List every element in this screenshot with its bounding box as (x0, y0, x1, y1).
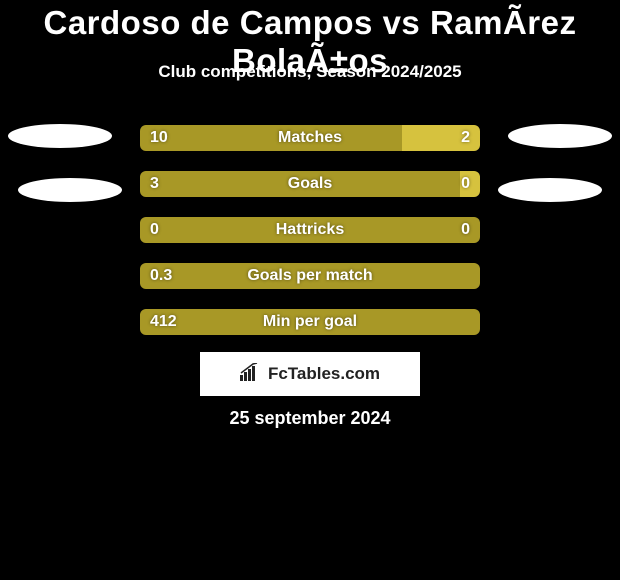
bar-segment-left (140, 309, 480, 335)
brand-text: FcTables.com (268, 364, 380, 384)
date-line: 25 september 2024 (0, 408, 620, 429)
bar-segment-right (402, 125, 480, 151)
bar-row: Min per goal412 (140, 309, 480, 335)
player-right-avatar-2 (498, 178, 602, 202)
brand-badge: FcTables.com (200, 352, 420, 396)
bar-segment-left (140, 171, 460, 197)
comparison-canvas: Cardoso de Campos vs RamÃ­rez BolaÃ±os C… (0, 0, 620, 580)
bar-row: Hattricks00 (140, 217, 480, 243)
bar-row: Matches102 (140, 125, 480, 151)
player-right-avatar-1 (508, 124, 612, 148)
brand-chart-icon (240, 363, 262, 386)
bar-segment-right (460, 171, 480, 197)
bar-segment-left (140, 217, 480, 243)
comparison-bars: Matches102 Goals30 Hattricks00 Goals per ma… (140, 125, 480, 355)
bar-segment-left (140, 263, 480, 289)
page-subtitle: Club competitions, Season 2024/2025 (0, 62, 620, 82)
player-left-avatar-1 (8, 124, 112, 148)
bar-row: Goals per match0.3 (140, 263, 480, 289)
player-left-avatar-2 (18, 178, 122, 202)
bar-row: Goals30 (140, 171, 480, 197)
bar-segment-left (140, 125, 402, 151)
